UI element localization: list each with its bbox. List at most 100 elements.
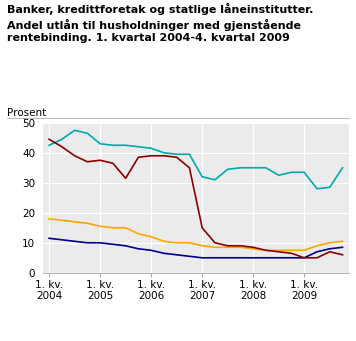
Banker bbox=[289, 256, 294, 260]
Kreditt-
foretak bbox=[289, 251, 294, 255]
Gjennom-
snitt bbox=[149, 235, 153, 239]
Kreditt-
foretak bbox=[111, 161, 115, 165]
Gjennom-
snitt bbox=[340, 239, 345, 243]
Kreditt-
foretak bbox=[315, 256, 319, 260]
Banker bbox=[277, 256, 281, 260]
Statlige låne-
institutter bbox=[264, 166, 268, 170]
Kreditt-
foretak bbox=[200, 226, 204, 230]
Statlige låne-
institutter bbox=[111, 143, 115, 147]
Kreditt-
foretak bbox=[149, 154, 153, 158]
Banker bbox=[315, 250, 319, 254]
Banker bbox=[213, 256, 217, 260]
Line: Kreditt-
foretak: Kreditt- foretak bbox=[49, 139, 342, 258]
Gjennom-
snitt bbox=[124, 226, 128, 230]
Banker bbox=[136, 247, 141, 251]
Kreditt-
foretak bbox=[226, 244, 230, 248]
Kreditt-
foretak bbox=[174, 155, 179, 159]
Statlige låne-
institutter bbox=[174, 152, 179, 156]
Kreditt-
foretak bbox=[47, 137, 51, 141]
Gjennom-
snitt bbox=[226, 245, 230, 249]
Gjennom-
snitt bbox=[98, 224, 102, 228]
Gjennom-
snitt bbox=[162, 239, 166, 243]
Gjennom-
snitt bbox=[264, 248, 268, 252]
Statlige låne-
institutter bbox=[340, 166, 345, 170]
Gjennom-
snitt bbox=[200, 244, 204, 248]
Gjennom-
snitt bbox=[289, 248, 294, 252]
Banker bbox=[73, 239, 77, 243]
Statlige låne-
institutter bbox=[328, 185, 332, 189]
Statlige låne-
institutter bbox=[226, 167, 230, 171]
Banker bbox=[174, 253, 179, 257]
Kreditt-
foretak bbox=[340, 253, 345, 257]
Statlige låne-
institutter bbox=[302, 170, 307, 174]
Statlige låne-
institutter bbox=[315, 187, 319, 191]
Gjennom-
snitt bbox=[47, 217, 51, 221]
Kreditt-
foretak bbox=[187, 166, 192, 170]
Statlige låne-
institutter bbox=[136, 145, 141, 149]
Kreditt-
foretak bbox=[124, 176, 128, 180]
Statlige låne-
institutter bbox=[73, 128, 77, 132]
Banker bbox=[264, 256, 268, 260]
Text: Prosent: Prosent bbox=[7, 108, 46, 118]
Banker bbox=[187, 254, 192, 258]
Kreditt-
foretak bbox=[251, 245, 255, 249]
Statlige låne-
institutter bbox=[124, 143, 128, 147]
Kreditt-
foretak bbox=[73, 154, 77, 158]
Gjennom-
snitt bbox=[277, 248, 281, 252]
Statlige låne-
institutter bbox=[47, 143, 51, 147]
Text: Banker, kredittforetak og statlige låneinstitutter.
Andel utlån til husholdninge: Banker, kredittforetak og statlige lånei… bbox=[7, 3, 314, 43]
Kreditt-
foretak bbox=[328, 250, 332, 254]
Gjennom-
snitt bbox=[213, 245, 217, 249]
Line: Banker: Banker bbox=[49, 238, 342, 258]
Statlige låne-
institutter bbox=[251, 166, 255, 170]
Statlige låne-
institutter bbox=[200, 175, 204, 179]
Gjennom-
snitt bbox=[111, 226, 115, 230]
Banker bbox=[98, 241, 102, 245]
Banker bbox=[162, 251, 166, 255]
Statlige låne-
institutter bbox=[98, 142, 102, 146]
Statlige låne-
institutter bbox=[149, 146, 153, 150]
Kreditt-
foretak bbox=[277, 250, 281, 254]
Kreditt-
foretak bbox=[162, 154, 166, 158]
Banker bbox=[60, 238, 64, 242]
Statlige låne-
institutter bbox=[289, 170, 294, 174]
Banker bbox=[47, 236, 51, 240]
Kreditt-
foretak bbox=[213, 241, 217, 245]
Banker bbox=[200, 256, 204, 260]
Statlige låne-
institutter bbox=[162, 151, 166, 155]
Statlige låne-
institutter bbox=[85, 131, 89, 135]
Gjennom-
snitt bbox=[251, 247, 255, 251]
Banker bbox=[226, 256, 230, 260]
Kreditt-
foretak bbox=[136, 155, 141, 159]
Gjennom-
snitt bbox=[60, 218, 64, 222]
Gjennom-
snitt bbox=[302, 248, 307, 252]
Kreditt-
foretak bbox=[264, 248, 268, 252]
Banker bbox=[238, 256, 242, 260]
Statlige låne-
institutter bbox=[238, 166, 242, 170]
Gjennom-
snitt bbox=[238, 245, 242, 249]
Line: Gjennom-
snitt: Gjennom- snitt bbox=[49, 219, 342, 250]
Gjennom-
snitt bbox=[174, 241, 179, 245]
Kreditt-
foretak bbox=[98, 158, 102, 162]
Banker bbox=[124, 244, 128, 248]
Banker bbox=[251, 256, 255, 260]
Line: Statlige låne-
institutter: Statlige låne- institutter bbox=[49, 130, 342, 189]
Kreditt-
foretak bbox=[238, 244, 242, 248]
Kreditt-
foretak bbox=[302, 256, 307, 260]
Statlige låne-
institutter bbox=[60, 137, 64, 141]
Gjennom-
snitt bbox=[136, 232, 141, 236]
Statlige låne-
institutter bbox=[187, 152, 192, 156]
Banker bbox=[340, 245, 345, 249]
Kreditt-
foretak bbox=[85, 160, 89, 164]
Gjennom-
snitt bbox=[85, 221, 89, 225]
Statlige låne-
institutter bbox=[277, 173, 281, 177]
Banker bbox=[328, 247, 332, 251]
Gjennom-
snitt bbox=[187, 241, 192, 245]
Gjennom-
snitt bbox=[328, 241, 332, 245]
Banker bbox=[111, 242, 115, 246]
Gjennom-
snitt bbox=[73, 220, 77, 224]
Banker bbox=[85, 241, 89, 245]
Banker bbox=[149, 248, 153, 252]
Banker bbox=[302, 256, 307, 260]
Statlige låne-
institutter bbox=[213, 178, 217, 182]
